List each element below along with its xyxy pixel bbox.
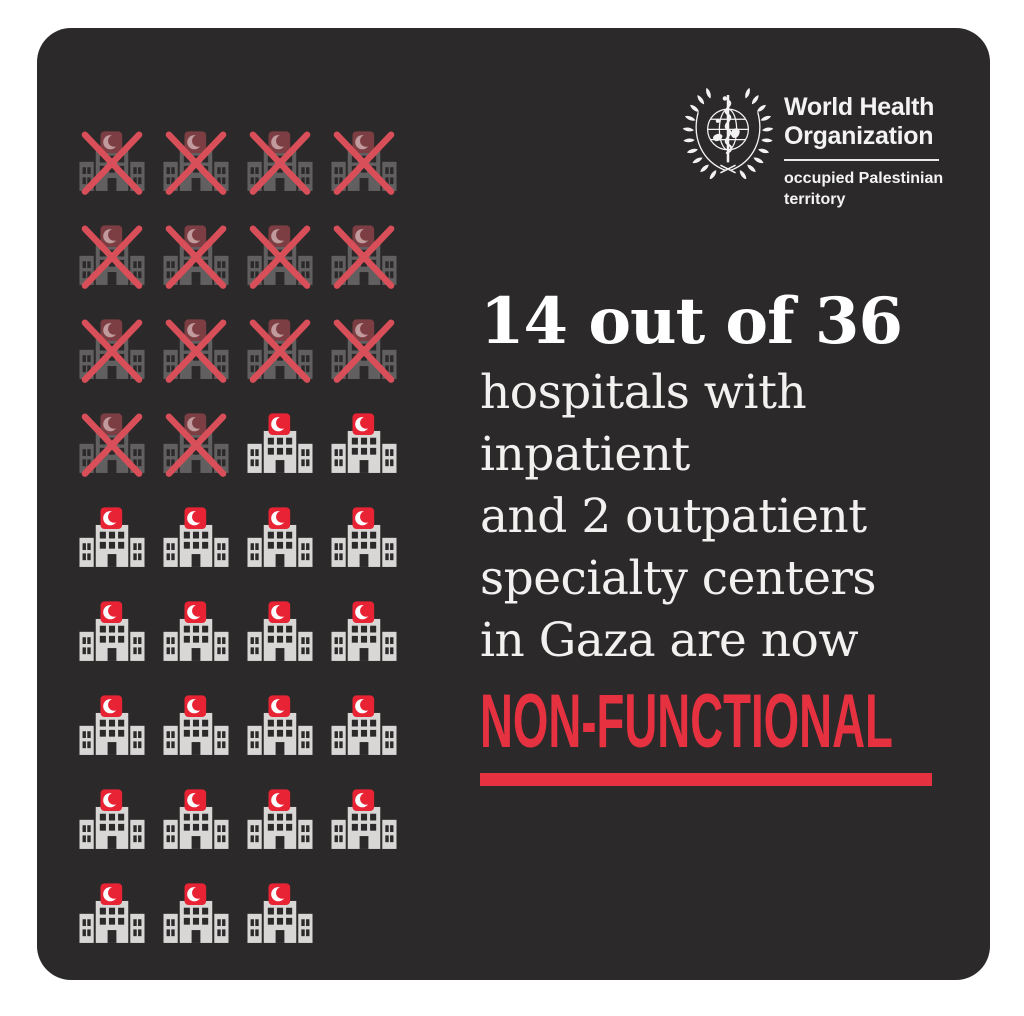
hospital-crossed-icon <box>162 224 230 289</box>
body-text: hospitals with inpatient and 2 outpatien… <box>480 362 980 672</box>
hospital-icon <box>162 600 230 665</box>
hospital-icon <box>330 788 398 853</box>
status-word: NON-FUNCTIONAL <box>480 679 893 764</box>
hospital-icon <box>78 600 146 665</box>
hospital-crossed-icon <box>162 130 230 195</box>
hospital-icon <box>330 506 398 571</box>
hospital-icon <box>246 788 314 853</box>
hospital-crossed-icon <box>246 318 314 383</box>
hospital-icon <box>162 788 230 853</box>
hospital-crossed-icon <box>330 318 398 383</box>
hospital-crossed-icon <box>78 224 146 289</box>
hospital-crossed-icon <box>330 130 398 195</box>
hospital-icon <box>162 882 230 947</box>
hospital-icon <box>246 882 314 947</box>
hospital-icon <box>78 788 146 853</box>
hospital-icon <box>78 694 146 759</box>
status-underline <box>480 773 932 786</box>
hospital-icon <box>246 412 314 477</box>
body-line: inpatient <box>480 427 690 482</box>
hospital-icon <box>162 506 230 571</box>
hospital-icon <box>330 694 398 759</box>
hospital-crossed-icon <box>246 224 314 289</box>
who-logo: World Health Organization occupied Pales… <box>681 83 943 210</box>
hospital-crossed-icon <box>330 224 398 289</box>
hospital-crossed-icon <box>246 130 314 195</box>
body-line: in Gaza are now <box>480 613 859 668</box>
who-org-line1: World Health <box>784 93 935 121</box>
hospital-icon <box>330 600 398 665</box>
hospital-icon <box>162 694 230 759</box>
who-wordmark: World Health Organization occupied Pales… <box>784 83 943 210</box>
hospital-crossed-icon <box>162 318 230 383</box>
who-org-line2: Organization <box>784 122 934 150</box>
who-divider <box>784 159 939 161</box>
headline: 14 out of 36 <box>480 284 903 359</box>
who-territory-line2: territory <box>784 191 846 208</box>
hospital-grid <box>78 130 398 947</box>
body-line: hospitals with <box>480 365 807 420</box>
hospital-crossed-icon <box>78 412 146 477</box>
hospital-icon <box>246 600 314 665</box>
hospital-crossed-icon <box>162 412 230 477</box>
hospital-icon <box>246 694 314 759</box>
hospital-icon <box>78 882 146 947</box>
who-emblem-icon <box>682 83 775 179</box>
hospital-icon <box>246 506 314 571</box>
body-line: specialty centers <box>480 551 877 606</box>
message-block: 14 out of 36 hospitals with inpatient an… <box>480 286 980 786</box>
hospital-icon <box>330 412 398 477</box>
hospital-crossed-icon <box>78 318 146 383</box>
who-territory-line1: occupied Palestinian <box>784 170 944 187</box>
body-line: and 2 outpatient <box>480 489 867 544</box>
infographic-card: World Health Organization occupied Pales… <box>37 28 990 980</box>
hospital-crossed-icon <box>78 130 146 195</box>
hospital-icon <box>78 506 146 571</box>
